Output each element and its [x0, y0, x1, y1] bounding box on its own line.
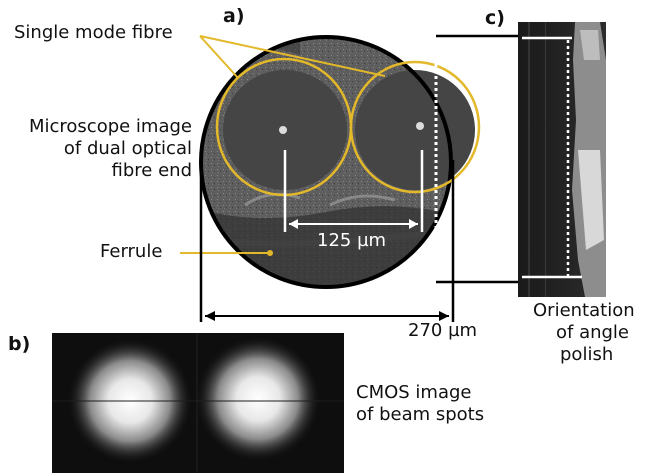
label-cmos-line1: CMOS image [356, 382, 472, 403]
fibre-cladding-right [355, 70, 475, 190]
ferrule-diameter-dimension [199, 160, 455, 322]
angle-polish-image [518, 22, 606, 297]
label-microscope-line3: fibre end [111, 160, 192, 181]
cmos-beam-image [52, 333, 344, 473]
core-spacing-dimension [283, 150, 424, 232]
label-ferrule-diameter: 270 µm [408, 320, 478, 341]
label-orientation-line1: Orientation [533, 300, 635, 321]
label-core-spacing: 125 µm [317, 230, 387, 251]
fibre-core-right [416, 122, 424, 130]
fibre-outline-right [349, 60, 481, 194]
label-orientation-line2: of angle [556, 322, 630, 343]
leader-fibre-left [199, 35, 239, 79]
panel-label-a: a) [223, 5, 245, 27]
label-single-mode-fibre: Single mode fibre [14, 22, 173, 43]
label-microscope-line2: of dual optical [63, 138, 192, 159]
ferrule-marker [267, 250, 273, 256]
leader-fibre-right [199, 35, 386, 77]
label-ferrule: Ferrule [100, 241, 163, 262]
label-microscope-line1: Microscope image [28, 116, 192, 137]
fibre-core-left [279, 126, 287, 134]
label-cmos-line2: of beam spots [356, 404, 485, 425]
beam-spot-right [196, 337, 320, 461]
label-orientation-line3: polish [560, 344, 614, 365]
panel-label-c: c) [485, 7, 505, 29]
panel-label-b: b) [8, 333, 31, 355]
ferrule-microscope-image [199, 35, 475, 289]
